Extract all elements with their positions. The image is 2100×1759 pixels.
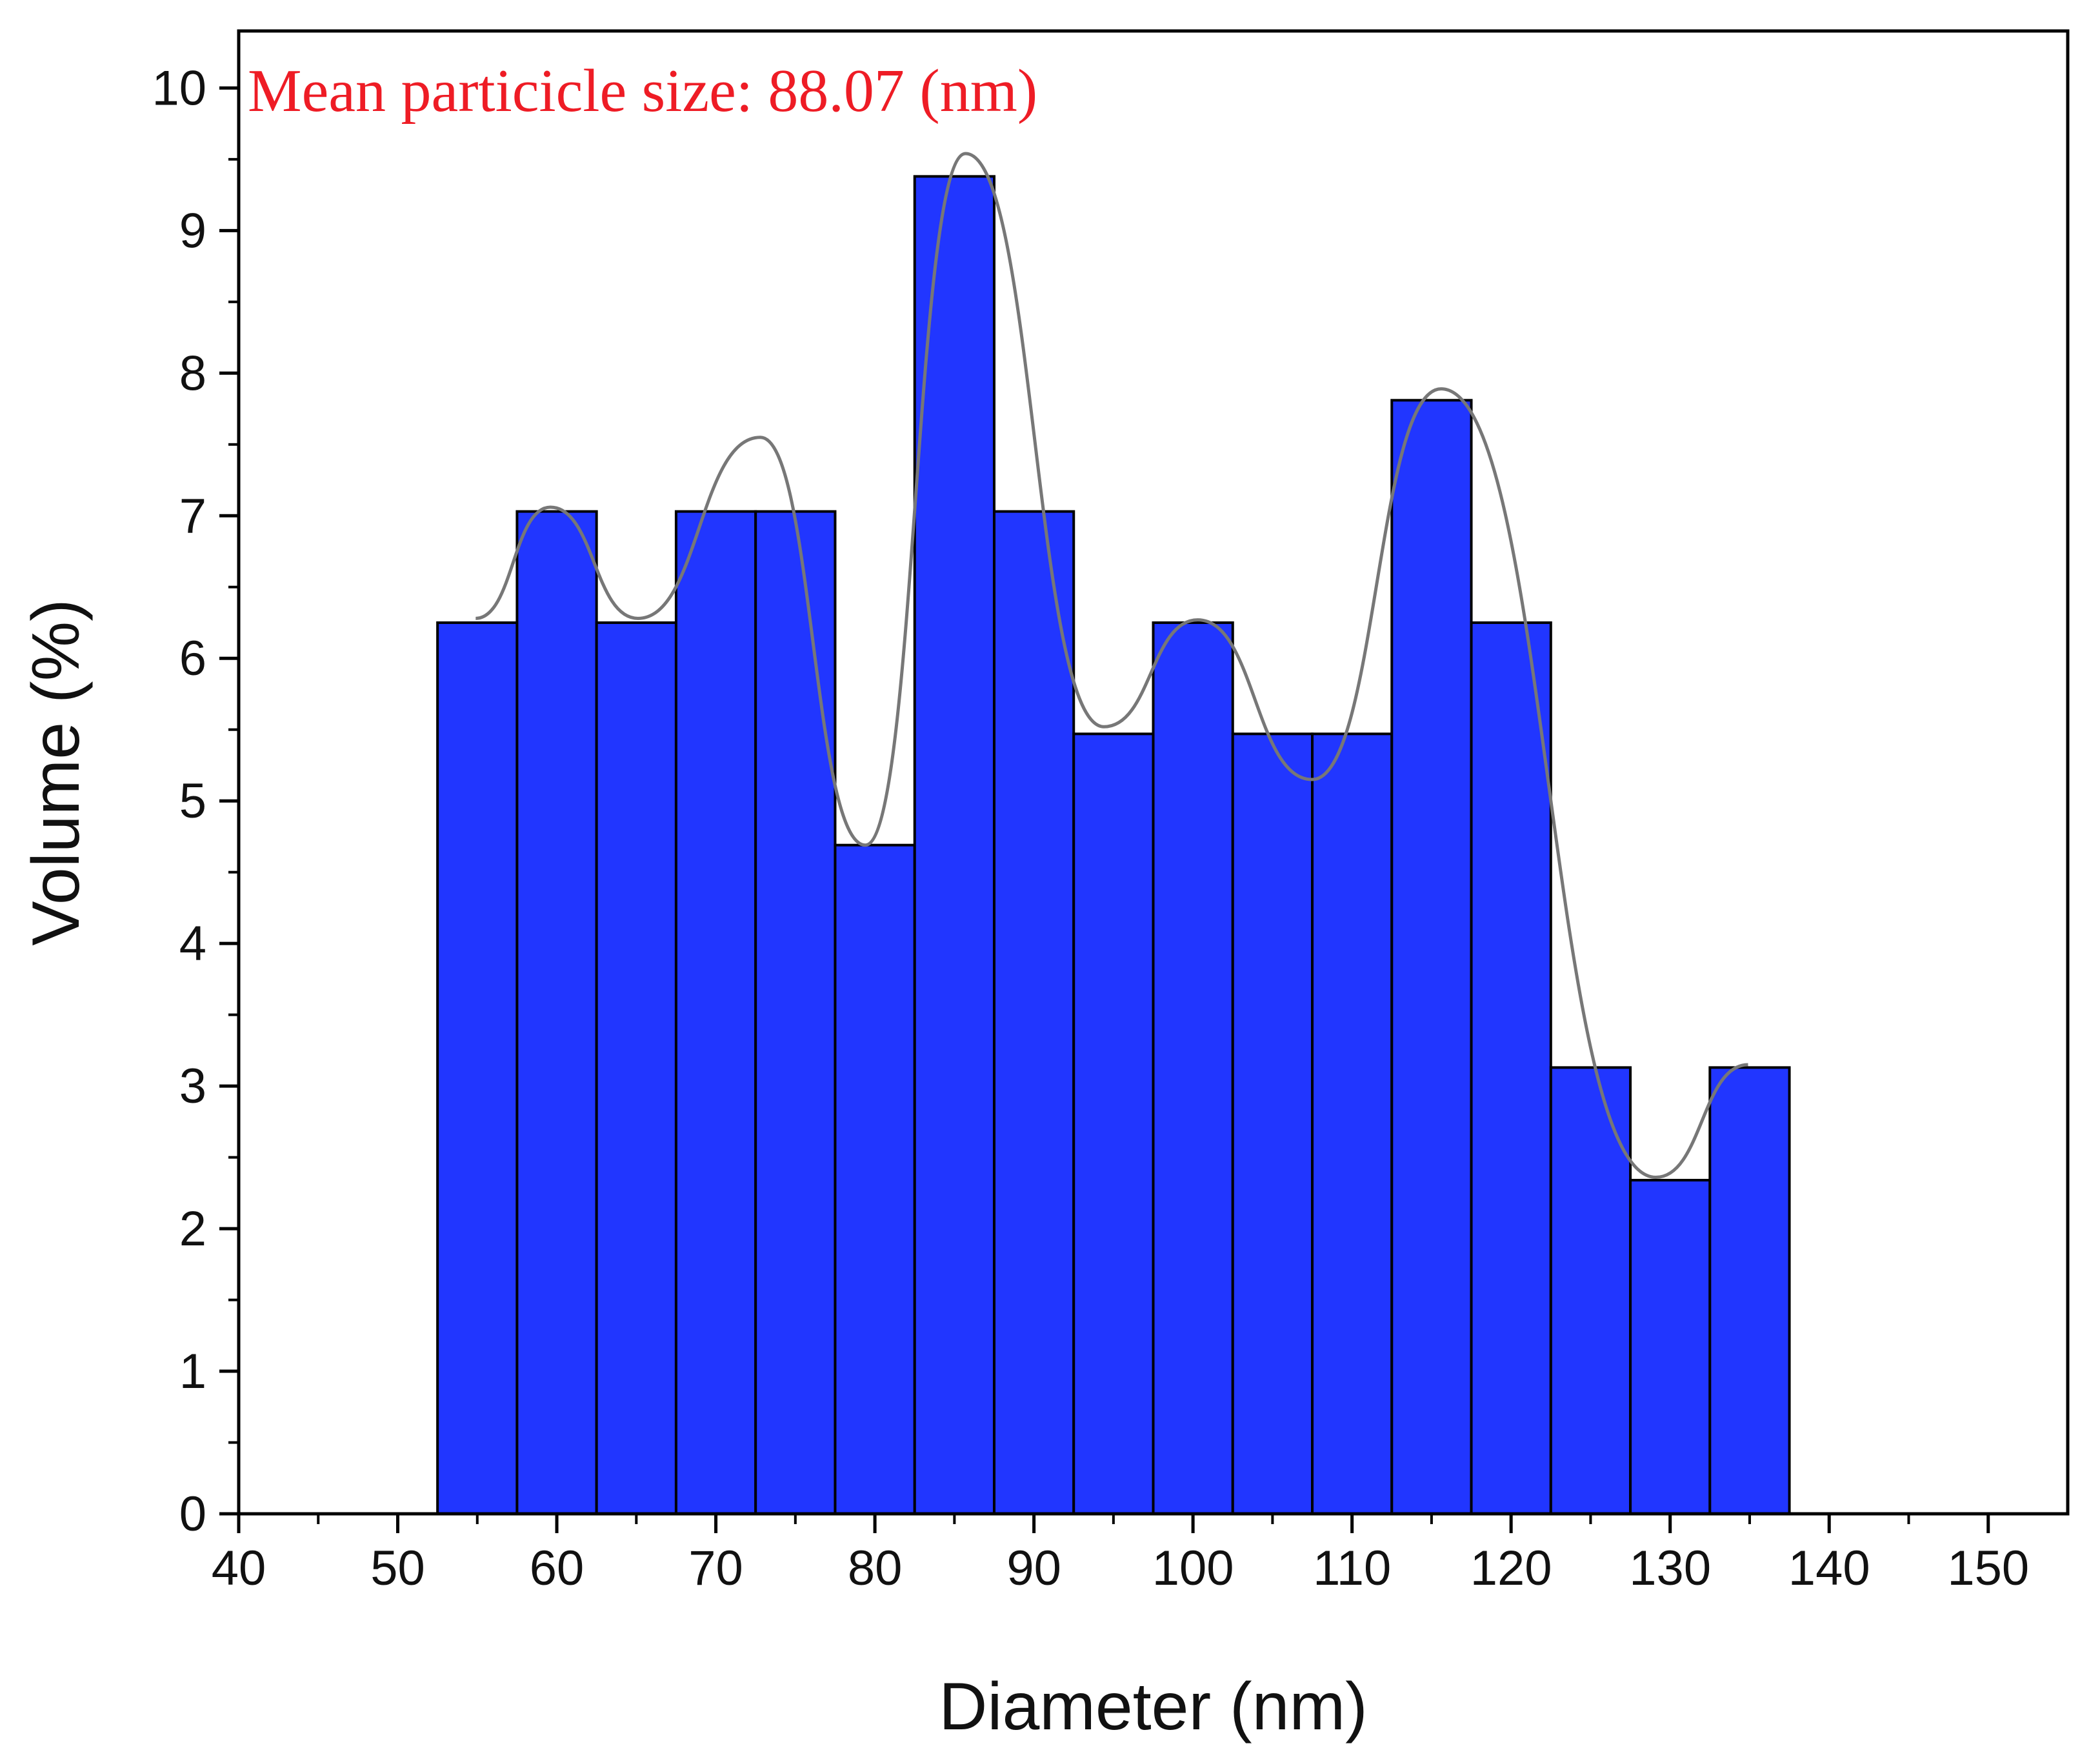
y-tick-label: 2 xyxy=(179,1201,206,1256)
x-tick-label: 80 xyxy=(848,1541,903,1596)
x-tick-label: 40 xyxy=(212,1541,266,1596)
x-tick-label: 140 xyxy=(1788,1541,1870,1596)
axes-layer: 40 50 60 70 80 90 100 110 120 130 140 150 0 1 2 3 4 5 6 7 8 9… xyxy=(152,29,2070,1596)
x-tick-label: 120 xyxy=(1470,1541,1552,1596)
x-axis-title: Diameter (nm) xyxy=(939,1669,1368,1744)
x-tick-label: 70 xyxy=(688,1541,743,1596)
histogram-bar xyxy=(992,510,1075,1515)
y-tick-label: 3 xyxy=(179,1059,206,1114)
histogram-bar xyxy=(595,621,677,1515)
x-tick-label: 150 xyxy=(1947,1541,2029,1596)
y-tick-label: 4 xyxy=(179,916,206,971)
y-tick-label: 5 xyxy=(179,774,206,829)
histogram-bar xyxy=(1629,1178,1712,1515)
mean-size-annotation: Mean particicle size: 88.07 (nm) xyxy=(248,57,1037,125)
histogram-bar xyxy=(1549,1066,1632,1515)
histogram-bar xyxy=(1470,621,1552,1515)
histogram-bar xyxy=(754,510,837,1515)
y-tick-label: 0 xyxy=(179,1487,206,1542)
histogram-bar xyxy=(913,175,995,1515)
fit-curve xyxy=(475,152,1748,1180)
histogram-bar xyxy=(1390,399,1473,1515)
histogram-bar xyxy=(1708,1066,1791,1515)
x-tick-label: 90 xyxy=(1006,1541,1061,1596)
x-tick-label: 50 xyxy=(370,1541,425,1596)
y-tick-label: 1 xyxy=(179,1344,206,1399)
histogram-bar xyxy=(436,621,519,1515)
histogram-bar xyxy=(1072,732,1155,1515)
plot-frame xyxy=(237,29,2070,1516)
y-axis-title: Volume (%) xyxy=(19,599,94,946)
fit-curve-layer xyxy=(475,152,1748,1180)
histogram-bar xyxy=(1152,621,1234,1515)
histogram-bar xyxy=(834,843,916,1515)
y-tick-label: 10 xyxy=(152,61,206,116)
y-tick-label: 8 xyxy=(179,346,206,401)
y-tick-label: 6 xyxy=(179,631,206,686)
histogram-bar xyxy=(515,510,598,1515)
y-tick-label: 7 xyxy=(179,488,206,543)
x-tick-label: 100 xyxy=(1152,1541,1234,1596)
x-tick-label: 110 xyxy=(1313,1541,1391,1596)
histogram-bar xyxy=(1231,732,1314,1515)
x-tick-label: 60 xyxy=(530,1541,585,1596)
histogram-bar xyxy=(674,510,757,1515)
histogram-bar xyxy=(1311,732,1394,1515)
bars-layer xyxy=(436,175,1791,1515)
x-tick-label: 130 xyxy=(1629,1541,1711,1596)
y-tick-label: 9 xyxy=(179,203,206,258)
